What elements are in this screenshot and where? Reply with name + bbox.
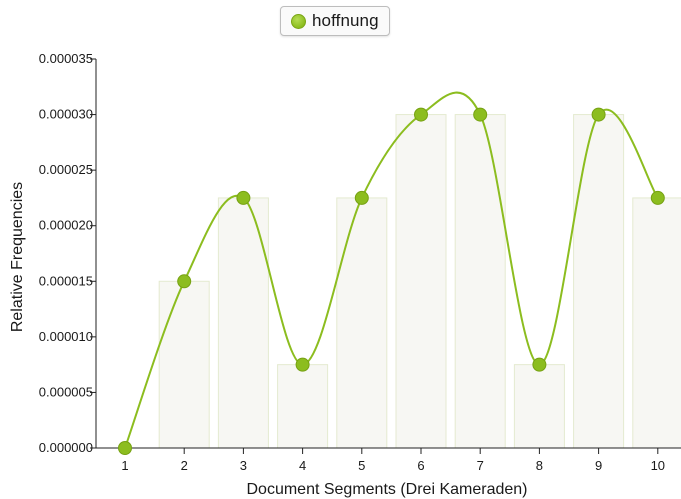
- y-tick-label: 0.000035: [39, 51, 93, 66]
- bar: [454, 114, 506, 449]
- bar: [573, 114, 625, 449]
- y-tick-label: 0.000015: [39, 273, 93, 288]
- y-axis-title: Relative Frequencies: [9, 182, 26, 332]
- bar: [217, 197, 269, 449]
- data-point: [177, 274, 192, 289]
- legend-item-hoffnung[interactable]: hoffnung: [280, 6, 390, 36]
- x-tick-label: 4: [299, 458, 306, 473]
- data-point: [236, 190, 251, 205]
- legend-label: hoffnung: [312, 11, 379, 30]
- data-point: [650, 190, 665, 205]
- bar: [336, 197, 388, 449]
- bar: [395, 114, 447, 449]
- bar: [632, 197, 681, 449]
- line-layer: [124, 91, 659, 449]
- x-tick-label: 10: [651, 458, 665, 473]
- y-tick-label: 0.000030: [39, 107, 93, 122]
- data-point: [591, 107, 606, 122]
- bar: [158, 280, 210, 449]
- y-tick-label: 0.000020: [39, 218, 93, 233]
- x-axis-title: Document Segments (Drei Kameraden): [246, 481, 527, 498]
- x-tick-label: 6: [417, 458, 424, 473]
- bar: [277, 364, 329, 449]
- data-point: [532, 357, 547, 372]
- data-point: [473, 107, 488, 122]
- y-tick-label: 0.000005: [39, 384, 93, 399]
- x-tick-label: 8: [536, 458, 543, 473]
- x-tick-label: 3: [240, 458, 247, 473]
- x-tick-label: 9: [595, 458, 602, 473]
- y-tick-label: 0.000025: [39, 162, 93, 177]
- series-line-hoffnung: [124, 91, 659, 449]
- data-point: [295, 357, 310, 372]
- data-point: [118, 441, 132, 455]
- axes-layer: 0.000000 0.000005 0.000010 0.000015 0.000020…: [39, 51, 681, 473]
- points-layer: [118, 107, 665, 455]
- x-tick-label: 2: [181, 458, 188, 473]
- data-point: [354, 190, 369, 205]
- bars-layer: [158, 114, 681, 449]
- y-tick-label: 0.000000: [39, 440, 93, 455]
- x-tick-label: 7: [477, 458, 484, 473]
- bar: [513, 364, 565, 449]
- x-tick-label: 5: [358, 458, 365, 473]
- data-point: [414, 107, 428, 122]
- y-tick-label: 0.000010: [39, 329, 93, 344]
- x-tick-label: 1: [121, 458, 128, 473]
- legend-swatch-icon: [291, 13, 306, 29]
